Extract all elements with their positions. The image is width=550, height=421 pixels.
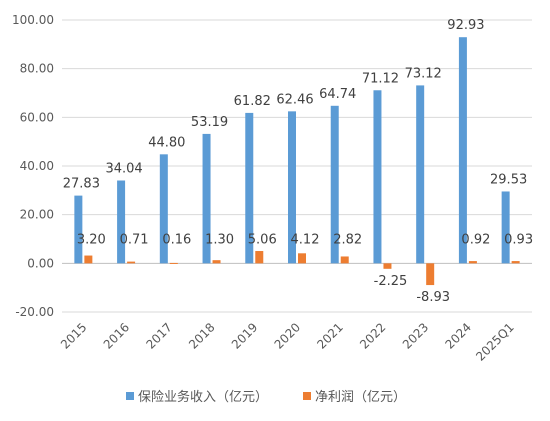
bar-net-profit <box>511 261 520 264</box>
y-tick-label: 80.00 <box>20 62 54 76</box>
x-tick-label: 2021 <box>314 320 345 351</box>
data-label-insurance-revenue: 27.83 <box>63 177 100 192</box>
legend-swatch-insurance-revenue <box>126 392 134 400</box>
bar-insurance-revenue <box>288 111 296 264</box>
data-label-net-profit: 1.30 <box>205 232 234 247</box>
data-label-net-profit: 4.12 <box>291 232 320 247</box>
x-tick-label: 2025Q1 <box>473 320 517 364</box>
y-tick-label: 100.00 <box>12 13 54 27</box>
data-label-insurance-revenue: 62.46 <box>276 92 313 107</box>
bar-insurance-revenue <box>416 85 425 264</box>
x-tick-label: 2022 <box>357 320 388 351</box>
data-label-insurance-revenue: 53.19 <box>191 115 228 130</box>
bar-net-profit <box>255 251 264 264</box>
y-tick-label: -20.00 <box>15 305 54 319</box>
bar-insurance-revenue <box>74 195 83 264</box>
data-label-net-profit: 3.20 <box>77 232 106 247</box>
data-label-net-profit: 0.16 <box>162 232 191 247</box>
data-label-insurance-revenue: 29.53 <box>490 172 527 187</box>
bar-net-profit <box>340 256 349 264</box>
bar-insurance-revenue <box>159 154 168 264</box>
y-tick-label: 20.00 <box>20 208 54 222</box>
data-label-net-profit: 2.82 <box>333 232 362 247</box>
data-label-net-profit: 0.92 <box>461 232 490 247</box>
bar-net-profit <box>169 262 178 264</box>
x-tick-label: 2015 <box>58 320 89 351</box>
y-tick-label: 40.00 <box>20 159 54 173</box>
x-tick-label: 2017 <box>143 320 174 351</box>
bar-insurance-revenue <box>373 90 382 264</box>
y-tick-label: 0.00 <box>27 256 54 270</box>
x-axis-ticks: 2015 2016 2017 2018 2019 2020 2021 2022 2023 2024… <box>58 320 517 364</box>
bar-insurance-revenue <box>458 37 467 264</box>
data-label-net-profit: 0.93 <box>504 232 533 247</box>
x-tick-label: 2016 <box>101 320 132 351</box>
bar-net-profit <box>84 255 93 264</box>
bar-insurance-revenue <box>202 133 211 264</box>
legend-label-insurance-revenue: 保险业务收入（亿元） <box>138 389 268 405</box>
data-label-net-profit: -8.93 <box>416 290 450 305</box>
legend: 保险业务收入（亿元） 净利润（亿元） <box>126 389 406 405</box>
bar-insurance-revenue <box>501 191 510 264</box>
data-label-insurance-revenue: 71.12 <box>362 71 399 86</box>
bar-net-profit <box>468 261 477 264</box>
data-labels: 27.83 3.20 34.04 0.71 44.80 0.16 53.19 1.30 61.8… <box>63 18 533 305</box>
x-tick-label: 2023 <box>400 320 431 351</box>
data-label-insurance-revenue: 73.12 <box>405 66 442 81</box>
bar-insurance-revenue <box>117 180 126 264</box>
y-axis-ticks: 100.00 80.00 60.00 40.00 20.00 0.00 -20.00 <box>12 13 54 319</box>
x-tick-label: 2020 <box>272 320 303 351</box>
data-label-insurance-revenue: 61.82 <box>234 94 271 109</box>
data-label-net-profit: 5.06 <box>248 232 277 247</box>
bar-insurance-revenue <box>330 105 339 264</box>
x-tick-label: 2018 <box>186 320 217 351</box>
bar-net-profit <box>212 260 221 264</box>
data-label-insurance-revenue: 34.04 <box>105 162 142 177</box>
bars <box>74 37 520 286</box>
bar-insurance-revenue <box>245 112 254 264</box>
x-tick-label: 2024 <box>443 320 474 351</box>
y-tick-label: 60.00 <box>20 110 54 124</box>
legend-label-net-profit: 净利润（亿元） <box>315 390 406 405</box>
gridlines <box>62 19 532 313</box>
x-tick-label: 2019 <box>229 320 260 351</box>
legend-swatch-net-profit <box>303 392 311 400</box>
data-label-net-profit: 0.71 <box>120 232 149 247</box>
bar-net-profit <box>298 253 306 264</box>
data-label-insurance-revenue: 92.93 <box>447 18 484 33</box>
data-label-net-profit: -2.25 <box>374 274 408 289</box>
bar-net-profit <box>127 261 136 264</box>
bar-net-profit <box>426 263 435 286</box>
data-label-insurance-revenue: 64.74 <box>319 87 356 102</box>
bar-net-profit <box>383 263 392 269</box>
data-label-insurance-revenue: 44.80 <box>148 135 185 150</box>
